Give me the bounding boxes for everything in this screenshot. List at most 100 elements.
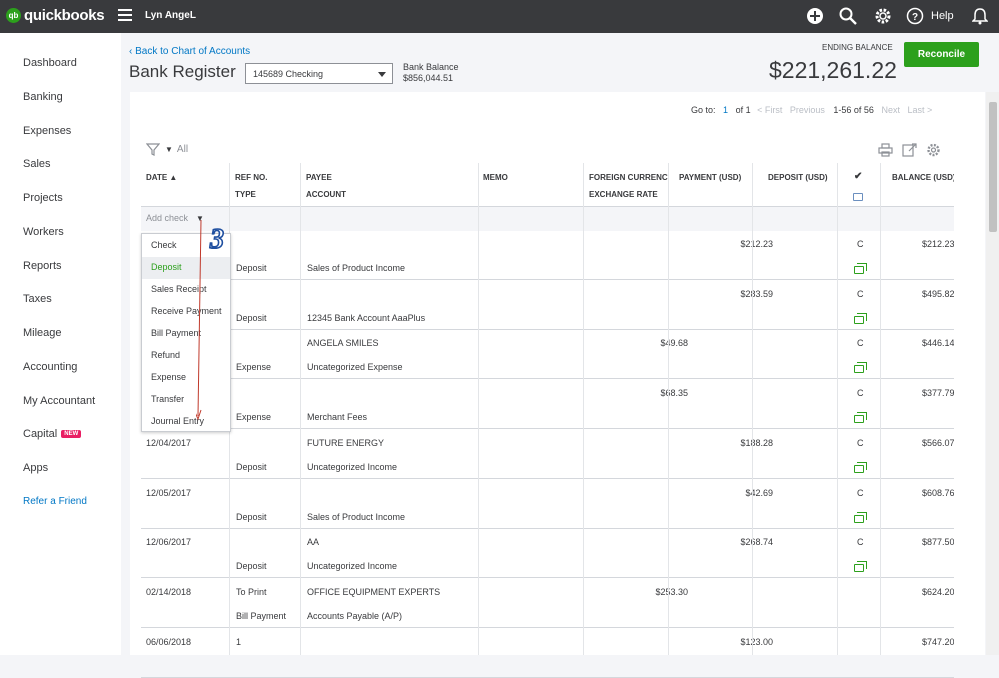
help-icon[interactable]: ? [905, 6, 925, 26]
nav-banking[interactable]: Banking [23, 91, 63, 103]
nav-projects[interactable]: Projects [23, 192, 63, 204]
attachment-icon[interactable] [854, 362, 867, 373]
top-bar: qb quickbooks Lyn AngeL ? Help [0, 0, 999, 33]
attachment-icon[interactable] [854, 412, 867, 423]
attachment-icon[interactable] [854, 561, 867, 572]
status-cell: C [857, 338, 864, 348]
next-page-link[interactable]: Next [881, 105, 900, 115]
nav-expenses[interactable]: Expenses [23, 125, 72, 137]
print-icon[interactable] [878, 143, 893, 157]
menu-item-refund[interactable]: Refund [151, 350, 181, 360]
col-divider [880, 163, 881, 655]
goto-label: Go to: [691, 105, 716, 115]
table-row[interactable]: 02/14/2018 To Print Bill Payment OFFICE EQU… [141, 579, 954, 628]
balance-cell: $624.20 [922, 587, 954, 597]
attachment-icon[interactable] [854, 462, 867, 473]
account-cell: Merchant Fees [307, 412, 368, 422]
menu-item-bill-payment[interactable]: Bill Payment [151, 328, 202, 338]
help-label[interactable]: Help [931, 10, 954, 22]
table-row[interactable]: Deposit 12345 Bank Account AaaPlus $283.59… [141, 281, 954, 330]
back-to-chart-of-accounts-link[interactable]: ‹ Back to Chart of Accounts [129, 46, 250, 57]
notifications-bell-icon[interactable] [971, 6, 989, 26]
add-check-dropdown[interactable]: Add check ▼ [146, 213, 204, 223]
balance-cell: $212.23 [922, 239, 954, 249]
bank-balance-value: $856,044.51 [403, 73, 454, 83]
table-tools [878, 143, 941, 157]
nav-dashboard[interactable]: Dashboard [23, 57, 77, 69]
menu-item-receive-payment[interactable]: Receive Payment [151, 306, 222, 316]
annotation-step-number: 3 [209, 224, 224, 255]
col-ref-header: REF NO. [235, 173, 268, 182]
table-row[interactable]: Expense Merchant Fees $68.35 C $377.79 [141, 380, 954, 429]
menu-icon[interactable] [118, 9, 132, 21]
col-date-header[interactable]: DATE ▲ [146, 173, 177, 182]
table-row[interactable]: 12/05/2017 Deposit Sales of Product Income… [141, 480, 954, 529]
status-cell: C [857, 438, 864, 448]
previous-page-link[interactable]: Previous [789, 105, 825, 115]
col-divider [478, 163, 479, 655]
nav-taxes[interactable]: Taxes [23, 293, 52, 305]
ref-cell: 1 [236, 637, 242, 647]
search-icon[interactable] [838, 6, 858, 26]
nav-capital[interactable]: Capital NEW [23, 428, 82, 440]
nav-accounting[interactable]: Accounting [23, 361, 78, 373]
date-cell: 12/06/2017 [146, 537, 192, 547]
nav-apps[interactable]: Apps [23, 462, 49, 474]
account-select[interactable]: 145689 Checking [245, 63, 393, 84]
pagination: Go to: 1 of 1 < First Previous 1-56 of 5… [691, 105, 932, 115]
type-cell: Deposit [236, 313, 267, 323]
nav-workers[interactable]: Workers [23, 226, 64, 238]
scrollbar[interactable] [986, 92, 999, 655]
export-icon[interactable] [902, 143, 917, 157]
menu-item-journal-entry[interactable]: Journal Entry [151, 416, 205, 426]
col-deposit-header: DEPOSIT (USD) [768, 173, 828, 182]
menu-item-check[interactable]: Check [151, 240, 177, 250]
menu-item-deposit[interactable]: Deposit [151, 262, 182, 272]
gear-icon[interactable] [873, 6, 893, 26]
col-divider [668, 163, 669, 655]
menu-item-sales-receipt[interactable]: Sales Receipt [151, 284, 207, 294]
col-divider [583, 163, 584, 655]
balance-cell: $495.82 [922, 289, 954, 299]
nav-my-accountant[interactable]: My Accountant [23, 395, 96, 407]
reconcile-button[interactable]: Reconcile [904, 42, 979, 67]
bank-balance-label: Bank Balance [403, 62, 459, 72]
nav-mileage[interactable]: Mileage [23, 327, 62, 339]
refer-a-friend-link[interactable]: Refer a Friend [23, 496, 87, 507]
nav-reports[interactable]: Reports [23, 260, 62, 272]
deposit-cell: $42.69 [745, 488, 773, 498]
balance-cell: $608.76 [922, 488, 954, 498]
table-row[interactable]: 06/06/2018 1 $123.00 $747.20 [141, 629, 954, 678]
nav-sales[interactable]: Sales [23, 158, 51, 170]
page-number-input[interactable]: 1 [723, 105, 729, 115]
attachment-icon[interactable] [854, 263, 867, 274]
quickbooks-logo[interactable]: qb quickbooks [6, 7, 105, 24]
table-row[interactable]: 12/06/2017 Deposit AA Uncategorized Income $… [141, 529, 954, 578]
create-plus-icon[interactable] [806, 6, 824, 26]
type-cell: Deposit [236, 462, 267, 472]
last-page-link[interactable]: Last > [907, 105, 933, 115]
table-row[interactable]: 12/04/2017 Deposit FUTURE ENERGY Uncategori… [141, 430, 954, 479]
type-cell: Deposit [236, 512, 267, 522]
scrollbar-thumb[interactable] [989, 102, 997, 232]
chevron-down-icon: ▼ [196, 213, 204, 223]
ending-balance-value: $221,261.22 [769, 57, 897, 83]
attachment-icon[interactable] [854, 512, 867, 523]
col-type-header: TYPE [235, 190, 256, 199]
account-select-value: 145689 Checking [253, 69, 324, 79]
payee-cell: ANGELA SMILES [307, 338, 379, 348]
menu-item-expense[interactable]: Expense [151, 372, 187, 382]
type-cell: Deposit [236, 263, 267, 273]
table-row[interactable]: Deposit Sales of Product Income $212.23 C $2… [141, 231, 954, 280]
filter-caret-icon: ▼ [165, 144, 173, 154]
balance-cell: $877.50 [922, 537, 954, 547]
filter-label: All [176, 143, 189, 155]
table-row[interactable]: Expense ANGELA SMILES Uncategorized Expens… [141, 330, 954, 379]
filter-control[interactable]: ▼ All [146, 142, 188, 156]
attachment-icon[interactable] [854, 313, 867, 324]
menu-item-transfer[interactable]: Transfer [151, 394, 185, 404]
first-page-link[interactable]: < First [757, 105, 783, 115]
ref-cell: To Print [236, 587, 267, 597]
settings-gear-icon[interactable] [926, 143, 941, 157]
col-memo-header: MEMO [483, 173, 508, 182]
